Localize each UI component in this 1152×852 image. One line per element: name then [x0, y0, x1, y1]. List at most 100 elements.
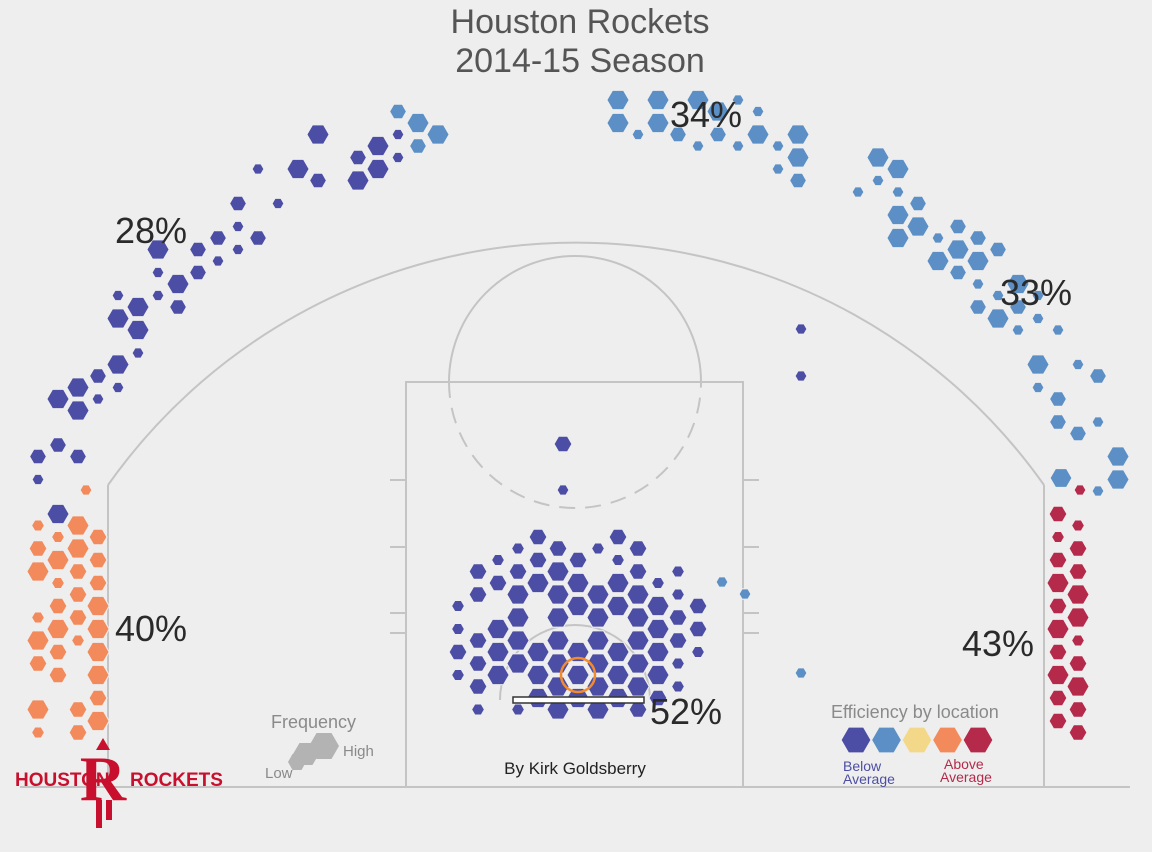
shot-hex: [971, 278, 985, 290]
shot-hex: [606, 572, 630, 594]
shot-hex: [470, 703, 486, 716]
shot-hex: [1046, 664, 1070, 686]
shot-hex: [271, 197, 285, 210]
shot-hex: [450, 599, 466, 613]
shot-hex: [251, 163, 265, 175]
shot-hex: [86, 664, 110, 686]
shot-hex: [486, 618, 510, 640]
shot-hex: [968, 299, 988, 315]
shot-hex: [48, 597, 68, 615]
shot-hex: [1006, 273, 1030, 295]
shot-hex: [786, 124, 810, 145]
shot-hex: [646, 664, 670, 686]
shot-hex: [670, 565, 686, 578]
shot-hex: [30, 726, 46, 739]
shot-hex: [66, 515, 90, 536]
shot-hex: [526, 572, 550, 594]
shot-hex: [628, 563, 648, 580]
shot-hex: [738, 588, 752, 600]
efficiency-low-label-2: Average: [843, 771, 895, 787]
shot-hex: [606, 89, 630, 111]
shot-hex: [506, 584, 530, 605]
shot-hex: [626, 653, 650, 674]
team-logo: HOUSTON ROCKETS R: [15, 738, 223, 828]
efficiency-swatch-above: [931, 726, 964, 754]
shot-hex: [931, 232, 945, 244]
shot-hex: [1048, 643, 1068, 661]
shot-hex: [786, 147, 810, 168]
logo-rocket-fin: [96, 800, 102, 828]
shot-hex: [86, 595, 110, 617]
shot-hex: [610, 553, 626, 567]
shot-hex: [948, 218, 968, 235]
shot-hex: [746, 124, 770, 145]
shot-hex: [1066, 607, 1090, 628]
shot-hex: [648, 689, 668, 707]
shot-hex: [1008, 299, 1028, 315]
shot-hex: [508, 563, 528, 580]
shot-hex: [70, 634, 86, 647]
shot-hex: [1051, 324, 1065, 336]
shot-hex: [506, 630, 530, 651]
shot-hex: [450, 668, 466, 682]
shot-hex: [391, 128, 405, 141]
shot-hex: [168, 299, 188, 315]
shot-hex: [248, 230, 268, 246]
shot-hex: [1048, 505, 1068, 523]
shot-hex: [1106, 469, 1130, 490]
shot-hex: [1048, 689, 1068, 707]
shot-hex: [406, 112, 430, 134]
shot-hex: [968, 230, 988, 246]
shot-hex: [688, 597, 708, 615]
shot-hex: [566, 595, 590, 617]
shot-hex: [28, 655, 48, 672]
shot-hex: [346, 170, 370, 191]
shot-hex: [66, 400, 90, 421]
shot-hex: [308, 172, 328, 189]
shot-hex: [626, 676, 650, 697]
three-point-arc: [107, 241, 1045, 486]
shot-hex: [68, 724, 88, 741]
shot-hex: [566, 641, 590, 663]
shot-hex: [26, 699, 50, 720]
shot-hex: [151, 266, 165, 279]
shot-hex: [26, 561, 50, 582]
shot-hex: [590, 542, 606, 555]
shot-hex: [794, 323, 808, 335]
shot-hex: [450, 622, 466, 636]
efficiency-legend-title: Efficiency by location: [831, 702, 999, 722]
shot-hex: [906, 216, 930, 237]
shot-hex: [526, 664, 550, 686]
shot-hex: [1068, 701, 1088, 718]
shot-hex: [886, 158, 910, 180]
shot-hex: [208, 230, 228, 246]
shot-hex: [526, 641, 550, 663]
shot-hex: [988, 241, 1008, 258]
shot-hex: [388, 103, 408, 120]
shot-hex: [66, 377, 90, 398]
shot-hex: [851, 186, 865, 198]
shot-hex: [188, 264, 208, 281]
shot-hex: [486, 664, 510, 686]
shot-hex: [628, 540, 648, 557]
shot-hex: [1066, 676, 1090, 697]
shot-hex: [366, 158, 390, 180]
shot-hex: [1046, 618, 1070, 640]
shot-hex: [28, 540, 48, 557]
logo-word-left: HOUSTON: [15, 770, 110, 791]
shot-hex: [1026, 354, 1050, 375]
shot-hex: [30, 611, 46, 624]
shot-hex: [50, 530, 66, 544]
shot-hex: [1048, 597, 1068, 615]
shot-hex: [88, 528, 108, 546]
shot-hex: [553, 435, 573, 453]
shot-hex: [510, 703, 526, 716]
shot-hex: [408, 138, 428, 154]
shot-hex: [46, 388, 70, 410]
shot-hex: [468, 655, 488, 672]
shot-hex: [1068, 563, 1088, 580]
shot-hex: [926, 250, 950, 272]
shot-hex: [548, 540, 568, 557]
shot-hex: [1068, 724, 1088, 741]
shot-hex: [111, 289, 125, 302]
